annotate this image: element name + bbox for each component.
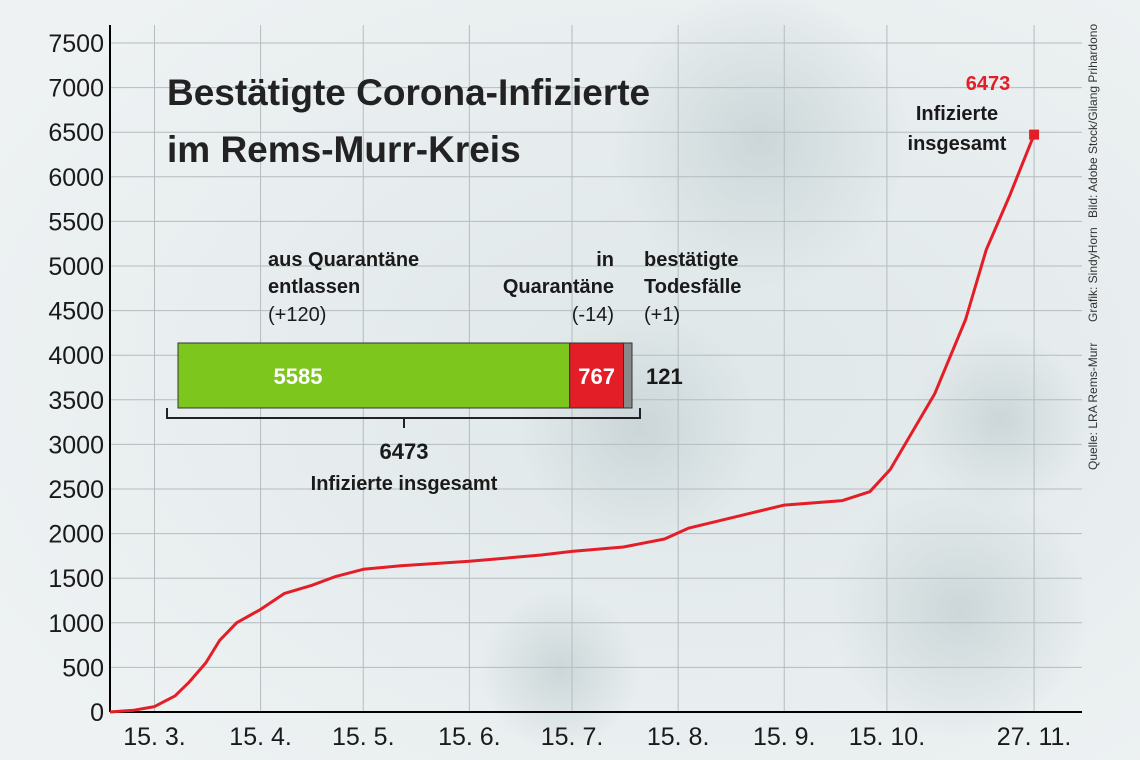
segment-label: aus Quarantäne: [268, 249, 419, 271]
bar-segment: [623, 342, 633, 409]
segment-label: entlassen: [268, 276, 360, 298]
y-tick-label: 4500: [48, 298, 104, 326]
end-marker: [1029, 129, 1040, 140]
y-tick-label: 2000: [48, 521, 104, 549]
segment-change: (+120): [268, 304, 326, 326]
segment-label: Todesfälle: [644, 276, 741, 298]
chart-title: im Rems-Murr-Kreis: [167, 129, 521, 170]
y-tick-label: 3500: [48, 387, 104, 415]
segment-label: in: [596, 249, 614, 271]
total-label: Infizierte insgesamt: [311, 473, 498, 495]
x-tick-label: 15. 3.: [123, 723, 186, 751]
segment-change: (-14): [572, 304, 614, 326]
y-tick-label: 2500: [48, 476, 104, 504]
y-tick-label: 500: [62, 654, 104, 682]
value-label: 6473: [966, 73, 1011, 95]
x-tick-label: 27. 11.: [997, 723, 1072, 751]
x-tick-label: 15. 9.: [753, 723, 816, 751]
segment-change: (+1): [644, 304, 680, 326]
x-tick-label: 15. 4.: [229, 723, 292, 751]
segment-label: Quarantäne: [503, 276, 614, 298]
y-tick-label: 7500: [48, 30, 104, 58]
total-value: 6473: [380, 439, 429, 464]
segment-label: bestätigte: [644, 249, 738, 271]
credit: Bild: Adobe Stock/Gilang Prihardono: [1086, 24, 1100, 218]
y-tick-label: 6500: [48, 119, 104, 147]
brace: [166, 408, 641, 428]
y-tick-label: 5000: [48, 253, 104, 281]
value-label: 5585: [274, 364, 323, 389]
chart-title: Bestätigte Corona-Infizierte: [167, 72, 650, 113]
bar-segment: [177, 342, 571, 409]
x-tick-label: 15. 6.: [438, 723, 501, 751]
x-tick-label: 15. 10.: [849, 723, 925, 751]
value-label: 767: [578, 364, 615, 389]
y-tick-label: 5500: [48, 208, 104, 236]
y-tick-label: 1500: [48, 565, 104, 593]
y-tick-label: 6000: [48, 164, 104, 192]
y-tick-label: 4000: [48, 342, 104, 370]
annotation: insgesamt: [908, 133, 1007, 155]
x-tick-label: 15. 5.: [332, 723, 395, 751]
credit: Quelle: LRA Rems-Murr: [1086, 343, 1100, 470]
line: [109, 134, 1036, 714]
y-tick-label: 1000: [48, 610, 104, 638]
annotation: Infizierte: [916, 103, 998, 125]
credit: Grafik: SindyHorn: [1086, 227, 1100, 322]
y-tick-label: 7000: [48, 75, 104, 103]
y-tick-label: 0: [90, 699, 104, 727]
x-tick-label: 15. 8.: [647, 723, 710, 751]
value-label: 121: [646, 364, 683, 389]
y-tick-label: 3000: [48, 431, 104, 459]
x-tick-label: 15. 7.: [541, 723, 604, 751]
